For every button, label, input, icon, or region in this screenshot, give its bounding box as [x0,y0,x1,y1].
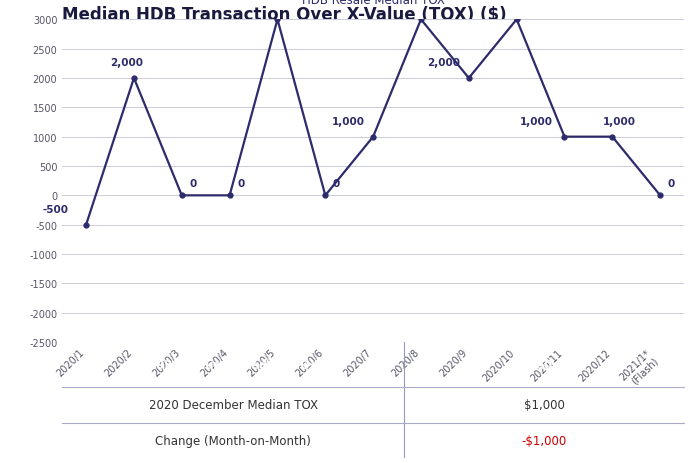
Text: $1,000: $1,000 [524,399,565,412]
Text: -$1,000: -$1,000 [522,434,567,447]
Text: Median HDB Transaction Over X-Value (TOX) ($): Median HDB Transaction Over X-Value (TOX… [62,6,507,24]
Text: 2021 January Median TOX: 2021 January Median TOX [148,358,319,371]
Text: HDB Resale Median TOX: HDB Resale Median TOX [302,0,444,7]
Text: 0: 0 [189,179,196,189]
Text: -500: -500 [43,204,68,214]
Text: 2020 December Median TOX: 2020 December Median TOX [149,399,318,412]
Text: 0: 0 [237,179,245,189]
Text: 2,000: 2,000 [111,58,144,68]
Text: Change (Month-on-Month): Change (Month-on-Month) [155,434,311,447]
Text: 0: 0 [668,179,675,189]
Text: 1,000: 1,000 [332,116,365,126]
Text: 1,000: 1,000 [603,116,636,126]
Text: 0: 0 [333,179,340,189]
Text: $0: $0 [536,358,552,371]
Text: 1,000: 1,000 [520,116,553,126]
Text: 2,000: 2,000 [427,58,460,68]
